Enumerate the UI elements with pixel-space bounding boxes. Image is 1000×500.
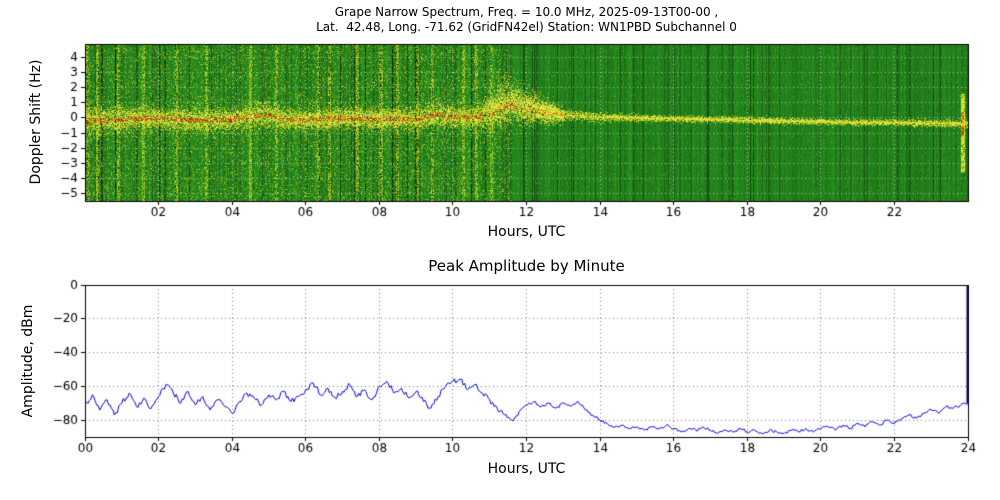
- spectrogram-xlabel: Hours, UTC: [487, 224, 566, 240]
- spectrogram-plot: [0, 0, 1000, 250]
- spectrogram-subtitle: Lat. 42.48, Long. -71.62 (GridFN42el) St…: [316, 20, 737, 34]
- amplitude-xlabel: Hours, UTC: [487, 461, 566, 477]
- amplitude-plot: [0, 250, 1000, 500]
- spectrogram-title: Grape Narrow Spectrum, Freq. = 10.0 MHz,…: [334, 5, 719, 19]
- amplitude-title: Peak Amplitude by Minute: [428, 257, 625, 275]
- amplitude-ylabel: Amplitude, dBm: [20, 304, 36, 418]
- spectrogram-ylabel: Doppler Shift (Hz): [28, 59, 44, 185]
